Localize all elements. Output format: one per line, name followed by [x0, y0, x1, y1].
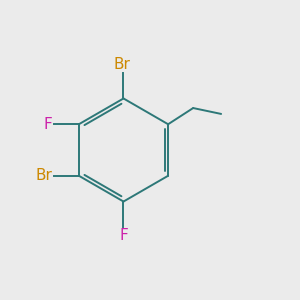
Text: F: F — [119, 228, 128, 243]
Text: Br: Br — [114, 57, 130, 72]
Text: F: F — [44, 117, 53, 132]
Text: Br: Br — [36, 168, 53, 183]
